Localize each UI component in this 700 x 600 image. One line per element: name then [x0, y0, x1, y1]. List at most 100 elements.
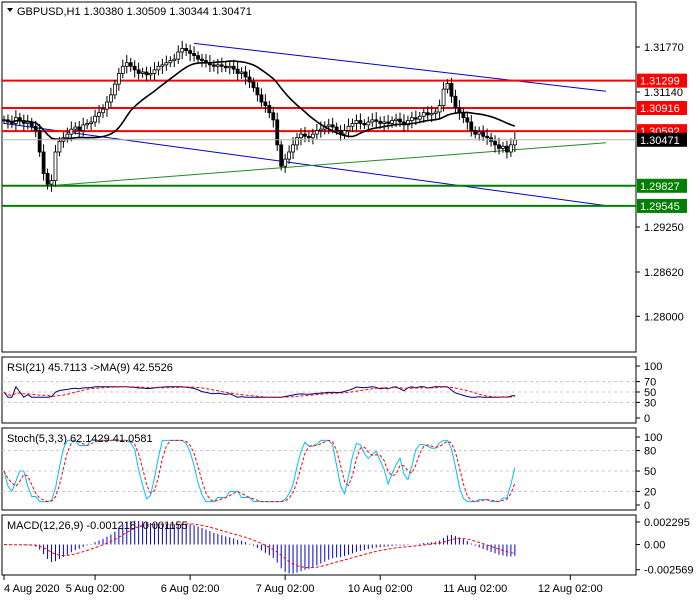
- candle-body[interactable]: [287, 151, 292, 160]
- candle-body[interactable]: [366, 121, 371, 126]
- candle-body[interactable]: [140, 71, 145, 74]
- candle-body[interactable]: [374, 119, 379, 122]
- candle-body[interactable]: [41, 151, 46, 174]
- candle-body[interactable]: [409, 117, 414, 121]
- candle-body[interactable]: [116, 73, 121, 85]
- candle-body[interactable]: [259, 94, 264, 103]
- candle-body[interactable]: [120, 65, 125, 74]
- candle-body[interactable]: [271, 112, 276, 121]
- candle-body[interactable]: [188, 50, 193, 54]
- candle-body[interactable]: [283, 158, 288, 167]
- candle-body[interactable]: [469, 121, 474, 131]
- candle-body[interactable]: [239, 71, 244, 74]
- green-trend-line[interactable]: [51, 142, 606, 187]
- candle-body[interactable]: [33, 125, 38, 131]
- candle-body[interactable]: [398, 118, 402, 123]
- candle-body[interactable]: [386, 121, 391, 124]
- candle-body[interactable]: [346, 125, 351, 131]
- candle-body[interactable]: [128, 62, 133, 67]
- candle-body[interactable]: [505, 145, 509, 153]
- candle-body[interactable]: [413, 117, 418, 120]
- candle-body[interactable]: [437, 105, 442, 113]
- candle-body[interactable]: [37, 130, 42, 153]
- candle-body[interactable]: [307, 135, 311, 139]
- candle-body[interactable]: [251, 81, 256, 89]
- candle-body[interactable]: [101, 108, 105, 114]
- candle-body[interactable]: [85, 123, 90, 126]
- candle-body[interactable]: [223, 65, 228, 69]
- candle-body[interactable]: [81, 124, 86, 131]
- candle-body[interactable]: [508, 144, 513, 153]
- candle-body[interactable]: [429, 113, 434, 116]
- candle-body[interactable]: [390, 120, 394, 124]
- candle-body[interactable]: [275, 119, 280, 146]
- candle-body[interactable]: [243, 71, 248, 78]
- candle-body[interactable]: [512, 139, 517, 146]
- candle-body[interactable]: [370, 119, 375, 123]
- candle-body[interactable]: [227, 65, 232, 69]
- candle-body[interactable]: [441, 88, 446, 106]
- candle-body[interactable]: [493, 140, 497, 146]
- candle-body[interactable]: [473, 130, 478, 135]
- candle-body[interactable]: [299, 133, 303, 139]
- candle-body[interactable]: [449, 83, 454, 97]
- candle-body[interactable]: [235, 68, 240, 74]
- candle-body[interactable]: [69, 128, 74, 135]
- channel-upper-line[interactable]: [194, 42, 606, 92]
- rsi-panel[interactable]: [1, 356, 637, 424]
- candle-body[interactable]: [97, 112, 101, 117]
- stoch-panel[interactable]: [1, 427, 637, 511]
- candle-body[interactable]: [215, 64, 220, 67]
- candle-body[interactable]: [89, 121, 94, 124]
- candle-body[interactable]: [172, 58, 177, 61]
- channel-lower-line[interactable]: [3, 122, 606, 207]
- candle-body[interactable]: [160, 64, 165, 67]
- candle-body[interactable]: [184, 48, 189, 51]
- candle-body[interactable]: [196, 55, 200, 60]
- candle-body[interactable]: [180, 48, 185, 53]
- price-panel[interactable]: [1, 1, 637, 353]
- candle-body[interactable]: [211, 64, 216, 67]
- candle-body[interactable]: [425, 112, 430, 116]
- candle-body[interactable]: [255, 87, 260, 96]
- candle-body[interactable]: [406, 120, 410, 126]
- candle-body[interactable]: [65, 133, 70, 139]
- candle-body[interactable]: [350, 123, 355, 127]
- candle-body[interactable]: [485, 135, 490, 139]
- candle-body[interactable]: [497, 144, 501, 149]
- candle-body[interactable]: [53, 151, 58, 181]
- candle-body[interactable]: [291, 144, 295, 153]
- candle-body[interactable]: [481, 131, 486, 137]
- candle-body[interactable]: [231, 65, 236, 70]
- candle-body[interactable]: [144, 71, 149, 76]
- candle-body[interactable]: [263, 101, 268, 106]
- candle-body[interactable]: [354, 120, 359, 124]
- candle-body[interactable]: [453, 95, 458, 109]
- candle-body[interactable]: [73, 126, 78, 130]
- candle-body[interactable]: [382, 121, 387, 124]
- candle-body[interactable]: [303, 133, 307, 137]
- candle-body[interactable]: [342, 130, 347, 135]
- candle-body[interactable]: [124, 62, 129, 67]
- candle-body[interactable]: [421, 112, 426, 117]
- candle-body[interactable]: [314, 130, 319, 135]
- candle-body[interactable]: [465, 117, 470, 123]
- candle-body[interactable]: [176, 51, 181, 60]
- candle-body[interactable]: [77, 126, 82, 131]
- candle-body[interactable]: [164, 62, 169, 66]
- candle-body[interactable]: [433, 111, 438, 114]
- candle-body[interactable]: [156, 65, 161, 71]
- candle-body[interactable]: [192, 53, 196, 56]
- candle-body[interactable]: [247, 76, 252, 83]
- candle-body[interactable]: [45, 173, 50, 185]
- candle-body[interactable]: [326, 124, 331, 127]
- candle-body[interactable]: [279, 144, 284, 167]
- candle-body[interactable]: [152, 69, 157, 74]
- candle-body[interactable]: [477, 131, 482, 135]
- candle-body[interactable]: [358, 120, 363, 124]
- candle-body[interactable]: [267, 105, 272, 114]
- candle-body[interactable]: [310, 133, 315, 139]
- collapse-triangle-icon[interactable]: [7, 8, 13, 12]
- candle-body[interactable]: [132, 65, 137, 71]
